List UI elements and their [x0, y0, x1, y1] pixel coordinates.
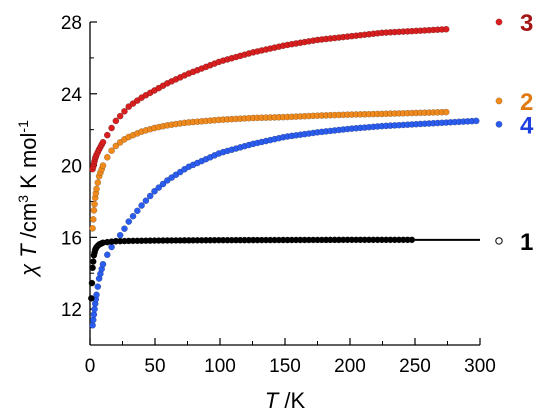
legend-label-3: 3	[520, 10, 533, 37]
data-point	[89, 258, 97, 265]
data-point	[146, 192, 154, 200]
y-tick-label: 20	[61, 157, 82, 178]
legend-label-1: 1	[520, 229, 533, 256]
data-point	[103, 251, 111, 259]
data-point	[116, 139, 124, 146]
data-point	[116, 112, 124, 120]
y-tick-label: 12	[61, 300, 82, 321]
data-point	[125, 218, 133, 225]
legend-marker-4	[495, 120, 503, 128]
data-point	[125, 103, 133, 110]
data-point	[94, 283, 102, 291]
data-point	[89, 216, 97, 223]
series-group	[87, 25, 480, 329]
data-point	[112, 117, 120, 125]
x-axis-title: T /K	[265, 388, 306, 413]
data-point	[442, 108, 450, 116]
data-point	[88, 279, 96, 287]
x-tick-label: 200	[334, 356, 366, 377]
legend-marker-2	[495, 97, 503, 105]
series-2	[89, 108, 450, 232]
data-point	[103, 153, 111, 161]
y-axis-title: χ T /cm3 K mol-1	[15, 120, 41, 278]
legend-label-2: 2	[520, 89, 533, 116]
data-point	[472, 117, 480, 125]
data-point	[91, 200, 98, 208]
data-point	[103, 131, 111, 139]
data-point	[133, 207, 141, 215]
y-tick-label: 24	[61, 85, 83, 106]
data-point	[99, 260, 107, 268]
data-point	[99, 138, 107, 146]
legend-marker-3	[495, 18, 503, 26]
data-point	[99, 162, 107, 169]
data-point	[112, 142, 120, 150]
legend-label-4: 4	[520, 112, 534, 139]
data-point	[159, 180, 167, 188]
data-point	[93, 291, 100, 299]
data-point	[129, 212, 137, 220]
x-tick-label: 50	[144, 356, 165, 377]
data-point	[89, 264, 96, 272]
data-point	[108, 124, 115, 132]
data-point	[89, 225, 96, 232]
data-point	[87, 294, 95, 302]
x-tick-label: 250	[399, 356, 431, 377]
data-point	[108, 147, 115, 155]
data-point	[151, 187, 158, 195]
series-4	[89, 117, 480, 329]
data-point	[94, 179, 102, 186]
series-1	[87, 236, 480, 302]
y-tick-label: 28	[61, 13, 82, 34]
data-point	[142, 197, 150, 205]
data-point	[116, 231, 124, 239]
y-tick-label: 16	[61, 228, 82, 249]
data-point	[442, 25, 450, 33]
data-point	[90, 207, 98, 214]
data-point	[121, 108, 128, 115]
legend-marker-1	[495, 237, 503, 245]
x-tick-label: 150	[269, 356, 301, 377]
data-point	[138, 202, 145, 209]
x-tick-label: 0	[85, 356, 96, 377]
data-point	[408, 236, 416, 244]
data-point	[155, 184, 163, 191]
data-point	[121, 225, 128, 233]
x-tick-label: 100	[204, 356, 236, 377]
data-point	[93, 185, 100, 193]
axes: 0 50 100 150 200 250 300 12 16 20 24 28	[61, 13, 496, 377]
series-3	[89, 25, 450, 173]
x-tick-label: 300	[464, 356, 496, 377]
series-labels: 3 24 1	[495, 10, 534, 256]
